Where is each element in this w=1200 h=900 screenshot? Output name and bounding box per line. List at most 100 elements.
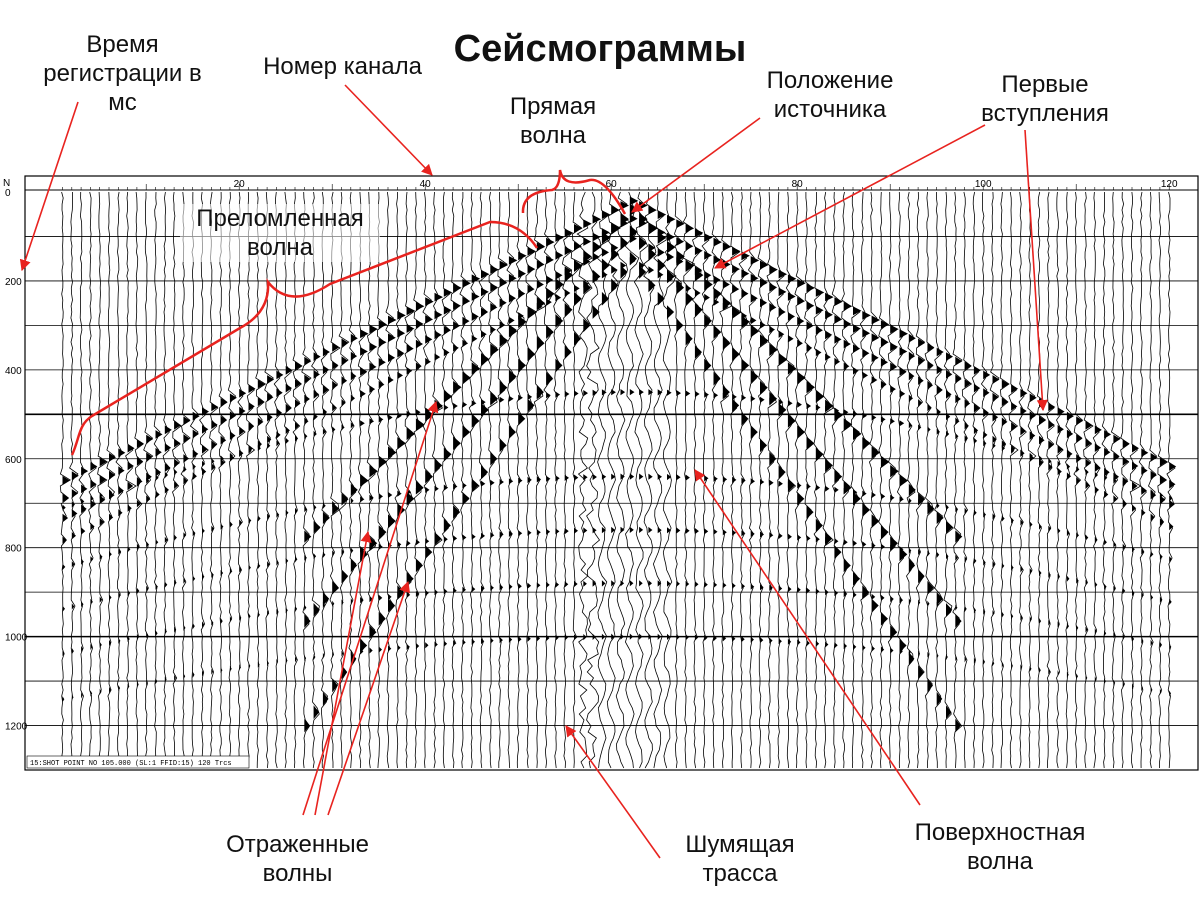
trace-fill <box>918 338 926 348</box>
trace-fill <box>127 504 132 512</box>
trace-fill <box>192 671 195 678</box>
trace-fill <box>815 348 822 357</box>
trace-fill <box>1029 616 1032 623</box>
trace-fill <box>787 533 792 540</box>
trace-fill <box>843 642 847 650</box>
trace-fill <box>1159 475 1167 485</box>
time-tick-label: 200 <box>5 277 22 288</box>
trace-fill <box>1076 477 1081 485</box>
trace-fill <box>936 502 940 509</box>
seismic-trace <box>320 191 330 769</box>
trace-fill <box>453 587 457 594</box>
trace-fill <box>192 411 200 421</box>
trace-fill <box>453 283 462 293</box>
trace-fill <box>685 259 695 272</box>
trace-fill <box>388 446 397 459</box>
seismic-trace <box>209 191 219 769</box>
trace-fill <box>657 527 662 534</box>
trace-fill <box>453 436 461 451</box>
trace-fill <box>750 316 757 325</box>
trace-fill <box>964 361 972 371</box>
trace-fill <box>183 532 187 539</box>
seismic-trace <box>125 191 137 769</box>
trace-fill <box>360 390 366 398</box>
seismic-trace <box>88 191 97 769</box>
trace-fill <box>192 429 199 439</box>
trace-fill <box>936 652 939 659</box>
trace-fill <box>564 268 574 282</box>
seismic-trace <box>813 191 824 769</box>
trace-fill <box>1001 397 1009 407</box>
trace-fill <box>722 582 727 589</box>
trace-fill <box>908 422 912 429</box>
trace-fill <box>713 371 721 386</box>
trace-fill <box>843 301 853 311</box>
trace-fill <box>508 478 514 485</box>
trace-fill <box>397 371 403 380</box>
trace-fill <box>453 301 461 310</box>
trace-fill <box>1150 551 1154 558</box>
trace-fill <box>490 343 499 357</box>
trace-fill <box>1094 471 1098 479</box>
trace-fill <box>211 463 216 471</box>
trace-fill <box>211 458 215 465</box>
trace-fill <box>908 371 915 381</box>
trace-fill <box>778 287 787 297</box>
trace-fill <box>276 388 283 398</box>
seismic-trace <box>971 191 981 769</box>
trace-fill <box>936 601 939 609</box>
seismic-trace <box>1045 191 1055 768</box>
trace-fill <box>136 499 142 508</box>
time-label-line-1: Время <box>86 31 159 58</box>
trace-fill <box>760 396 765 403</box>
trace-fill <box>843 319 852 329</box>
trace-fill <box>1132 590 1135 597</box>
trace-fill <box>713 287 722 300</box>
trace-fill <box>620 212 629 226</box>
seismic-trace <box>366 191 377 769</box>
trace-fill <box>834 357 841 366</box>
trace-fill <box>71 647 74 655</box>
trace-fill <box>443 588 448 595</box>
direct-wave-label: Прямая волна <box>478 92 628 150</box>
trace-fill <box>657 580 662 587</box>
trace-fill <box>750 273 759 283</box>
trace-fill <box>1011 447 1015 454</box>
channel-label-text: Номер канала <box>263 53 422 80</box>
trace-fill <box>973 437 978 444</box>
trace-fill <box>1132 635 1135 643</box>
trace-fill <box>146 585 149 592</box>
trace-fill <box>620 389 626 396</box>
trace-fill <box>248 662 251 669</box>
trace-fill <box>1169 522 1174 531</box>
trace-fill <box>285 509 289 516</box>
seismic-trace <box>1055 191 1064 769</box>
trace-fill <box>1011 613 1014 620</box>
trace-fill <box>1132 461 1139 471</box>
trace-fill <box>806 505 814 519</box>
trace-fill <box>1104 467 1110 477</box>
trace-fill <box>220 398 228 407</box>
trace-fill <box>220 667 223 674</box>
trace-fill <box>499 438 507 453</box>
trace-fill <box>90 462 98 471</box>
trace-fill <box>378 525 387 539</box>
trace-fill <box>899 597 904 604</box>
trace-fill <box>1159 457 1167 467</box>
trace-fill <box>927 403 932 412</box>
trace-fill <box>1094 463 1101 472</box>
trace-fill <box>518 583 522 590</box>
trace-fill <box>499 584 504 591</box>
trace-fill <box>583 580 587 587</box>
seismic-trace <box>413 191 424 769</box>
trace-fill <box>815 484 821 491</box>
trace-fill <box>936 692 943 706</box>
trace-fill <box>155 583 158 590</box>
seismic-trace <box>78 191 86 769</box>
trace-fill <box>992 435 997 444</box>
trace-fill <box>760 278 768 288</box>
trace-fill <box>574 527 578 534</box>
trace-fill <box>499 637 503 644</box>
trace-fill <box>425 642 429 649</box>
trace-fill <box>71 509 78 518</box>
